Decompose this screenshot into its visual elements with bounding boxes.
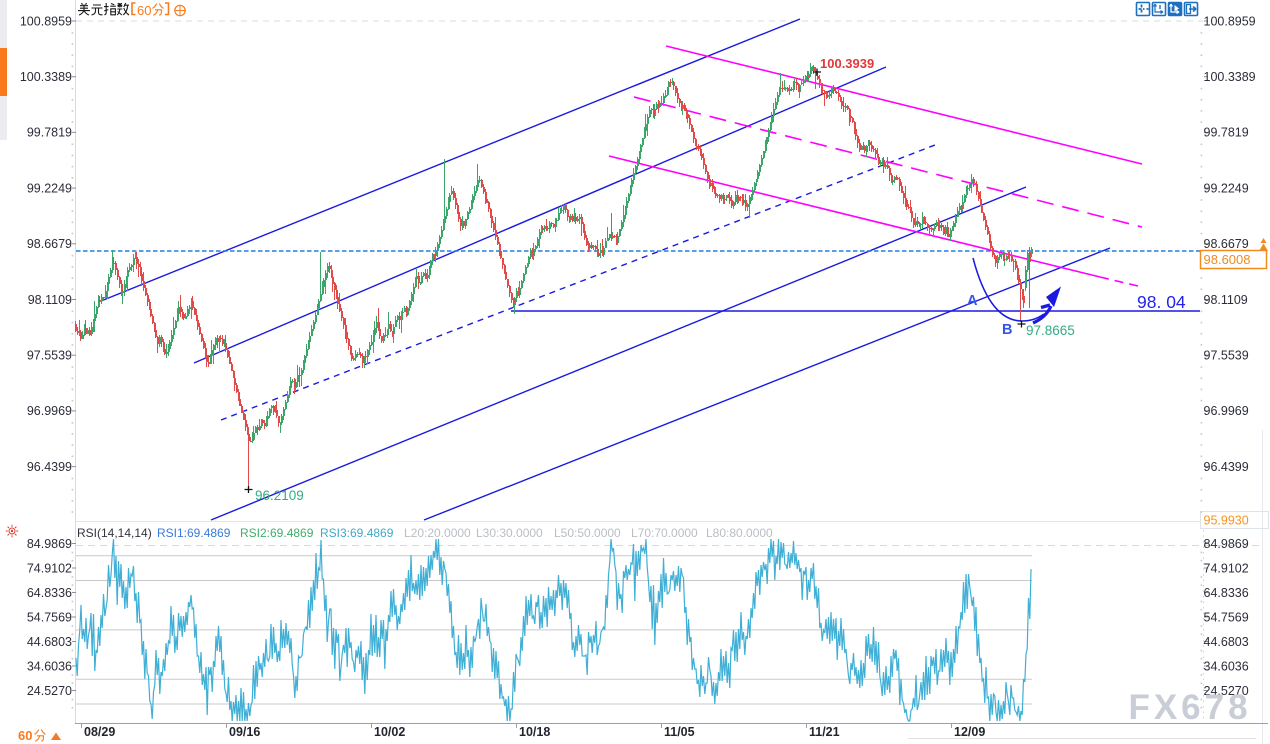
svg-text:RSI2:69.4869: RSI2:69.4869 [240, 526, 314, 540]
svg-text:74.9102: 74.9102 [1204, 561, 1249, 575]
svg-text:96.4399: 96.4399 [27, 460, 72, 474]
svg-text:97.8665: 97.8665 [1026, 323, 1075, 338]
svg-text:99.2249: 99.2249 [1204, 181, 1249, 195]
svg-text:98.1109: 98.1109 [28, 293, 72, 307]
svg-text:60: 60 [18, 728, 32, 743]
svg-text:60: 60 [137, 3, 151, 18]
svg-text:24.5270: 24.5270 [1204, 684, 1249, 698]
svg-text:44.6803: 44.6803 [27, 635, 72, 649]
svg-text:100.3939: 100.3939 [820, 56, 874, 71]
svg-text:10/02: 10/02 [374, 725, 405, 739]
svg-text:A: A [967, 293, 978, 309]
svg-text:L70:70.0000: L70:70.0000 [631, 526, 698, 540]
svg-text:84.9869: 84.9869 [27, 537, 72, 551]
svg-text:98.6679: 98.6679 [1204, 237, 1249, 251]
svg-text:54.7569: 54.7569 [1204, 610, 1249, 624]
svg-text:11/21: 11/21 [809, 725, 840, 739]
svg-text:95.9930: 95.9930 [1204, 513, 1249, 527]
svg-text:99.7819: 99.7819 [1204, 126, 1249, 140]
svg-text:64.8336: 64.8336 [27, 586, 72, 600]
svg-text:96.9969: 96.9969 [27, 404, 72, 418]
svg-text:99.2249: 99.2249 [27, 181, 72, 195]
svg-text:L50:50.0000: L50:50.0000 [554, 526, 621, 540]
svg-text:09/16: 09/16 [229, 725, 260, 739]
svg-text:100.8959: 100.8959 [20, 14, 72, 28]
svg-text:B: B [1002, 322, 1012, 338]
svg-text:96.4399: 96.4399 [1204, 460, 1249, 474]
svg-text:10/18: 10/18 [519, 725, 550, 739]
svg-text:FX678: FX678 [1128, 688, 1251, 727]
svg-text:RSI1:69.4869: RSI1:69.4869 [157, 526, 231, 540]
svg-text:12/09: 12/09 [954, 725, 985, 739]
svg-text:L20:20.0000: L20:20.0000 [404, 526, 471, 540]
svg-text:RSI3:69.4869: RSI3:69.4869 [320, 526, 394, 540]
svg-text:100.3389: 100.3389 [1204, 70, 1256, 84]
svg-text:98.6679: 98.6679 [27, 237, 72, 251]
svg-text:44.6803: 44.6803 [1204, 635, 1249, 649]
svg-text:100.3389: 100.3389 [20, 70, 72, 84]
svg-text:97.5539: 97.5539 [1204, 349, 1249, 363]
svg-text:96.9969: 96.9969 [1204, 404, 1249, 418]
svg-text:RSI(14,14,14): RSI(14,14,14) [77, 526, 152, 540]
svg-text:98. 04: 98. 04 [1137, 292, 1186, 312]
svg-text:L80:80.0000: L80:80.0000 [706, 526, 773, 540]
svg-text:100.8959: 100.8959 [1204, 14, 1256, 28]
svg-text:54.7569: 54.7569 [27, 610, 72, 624]
svg-text:34.6036: 34.6036 [27, 659, 72, 673]
svg-text:64.8336: 64.8336 [1204, 586, 1249, 600]
svg-text:98.6008: 98.6008 [1204, 252, 1251, 267]
svg-text:24.5270: 24.5270 [27, 684, 72, 698]
svg-text:97.5539: 97.5539 [27, 349, 72, 363]
svg-text:98.1109: 98.1109 [1204, 293, 1248, 307]
svg-text:99.7819: 99.7819 [27, 126, 72, 140]
svg-text:L30:30.0000: L30:30.0000 [476, 526, 543, 540]
svg-text:96.2109: 96.2109 [255, 488, 304, 503]
svg-text:11/05: 11/05 [664, 725, 695, 739]
svg-text:84.9869: 84.9869 [1204, 537, 1249, 551]
svg-text:74.9102: 74.9102 [27, 561, 72, 575]
svg-text:34.6036: 34.6036 [1204, 659, 1249, 673]
svg-text:08/29: 08/29 [84, 725, 115, 739]
